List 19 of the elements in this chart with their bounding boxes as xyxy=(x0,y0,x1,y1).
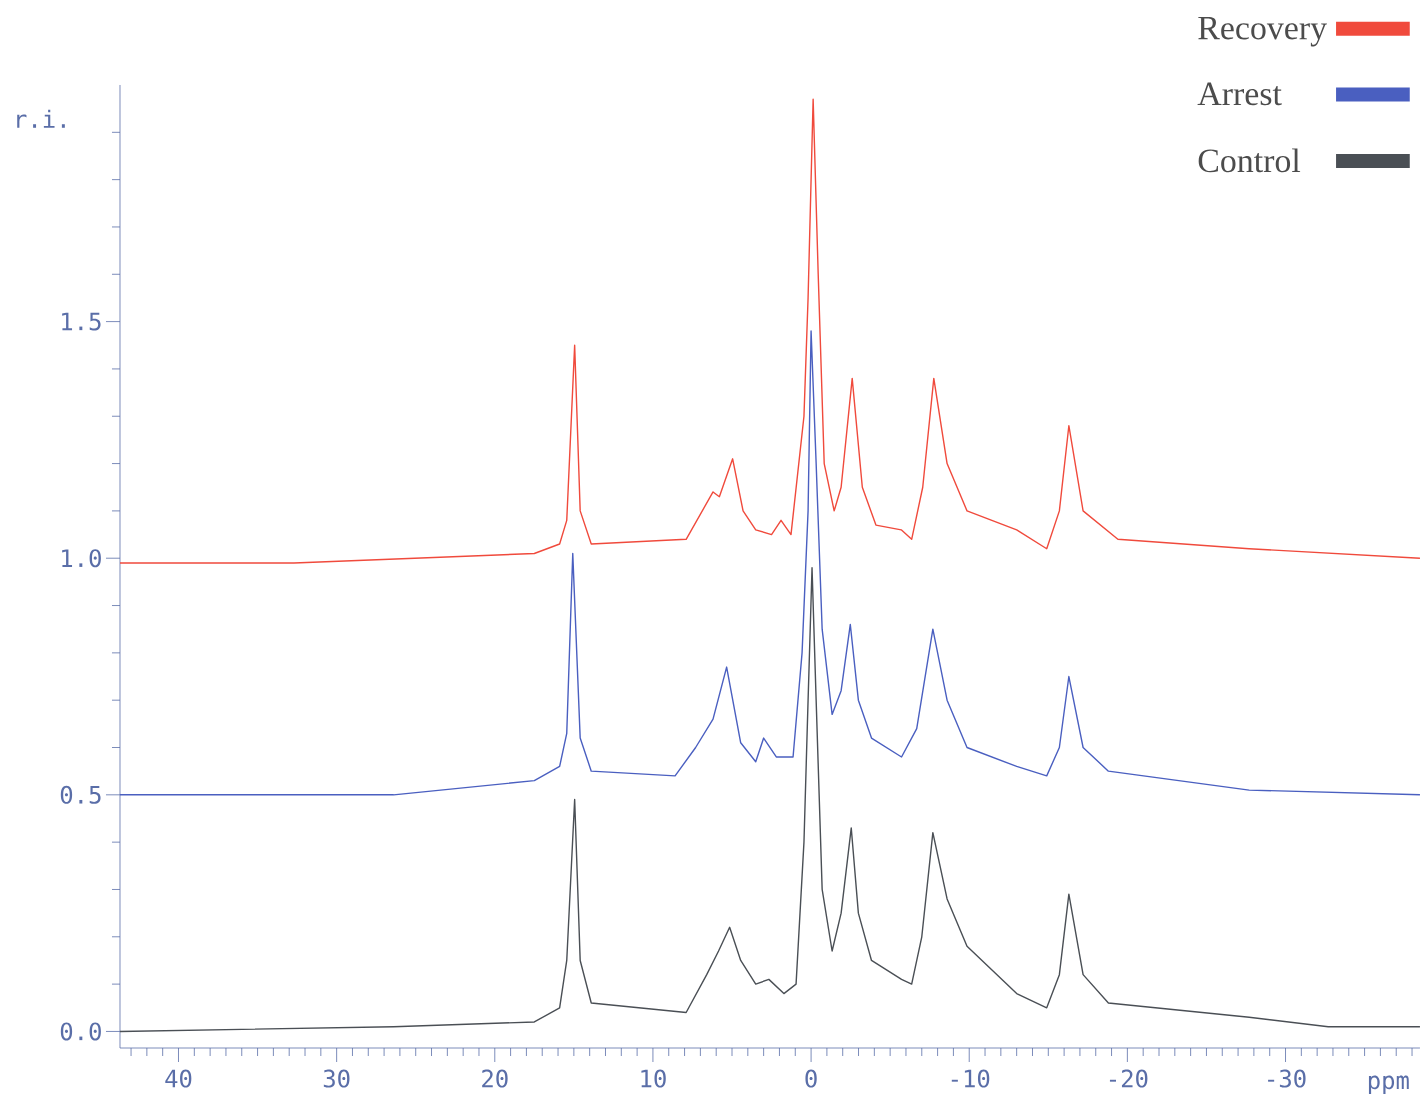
x-tick-label: -20 xyxy=(1109,1069,1148,1088)
x-tick-label: 10 xyxy=(641,1069,666,1088)
legend-label: Arrest xyxy=(1197,82,1282,106)
x-tick-label: 0 xyxy=(805,1069,817,1088)
y-tick-label: 1.5 xyxy=(62,312,101,331)
line-series xyxy=(119,330,1421,796)
x-tick-label: 20 xyxy=(482,1069,508,1088)
y-tick-label: 1.0 xyxy=(62,549,101,568)
x-tick-label: 30 xyxy=(323,1069,350,1088)
legend-label: Recovery xyxy=(1198,16,1327,47)
x-tick-label: -10 xyxy=(951,1069,990,1088)
x-tick-label: -30 xyxy=(1268,1069,1306,1088)
y-tick-label: 0.5 xyxy=(60,785,101,804)
legend-label: Control xyxy=(1198,148,1301,173)
x-tick-label: 40 xyxy=(165,1069,192,1088)
y-axis-title: r.i. xyxy=(17,109,65,128)
x-axis-title: ppm xyxy=(1368,1075,1409,1094)
y-tick-label: 0.0 xyxy=(60,1022,101,1041)
line-series xyxy=(119,566,1421,1033)
